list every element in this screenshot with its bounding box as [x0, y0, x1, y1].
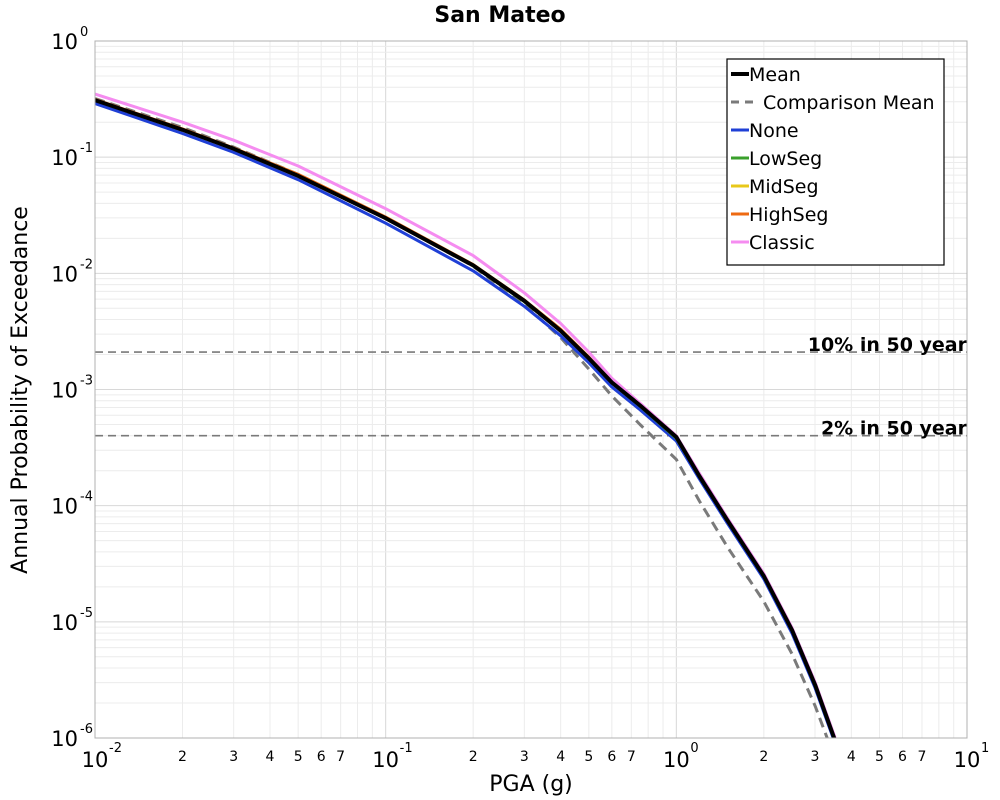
x-tick-exponent: -1 — [400, 741, 413, 756]
y-tick-exponent: -2 — [80, 257, 93, 272]
legend-label-mean: Mean — [749, 64, 801, 86]
x-minor-tick-label: 7 — [336, 749, 345, 765]
x-minor-tick-label: 4 — [556, 749, 565, 765]
x-minor-tick-label: 3 — [520, 749, 529, 765]
legend-label-comparison-mean: Comparison Mean — [763, 92, 935, 114]
y-tick-label: 10 — [51, 495, 78, 519]
x-minor-tick-label: 7 — [627, 749, 636, 765]
y-tick-label: 10 — [51, 262, 78, 286]
reference-lines-layer: 10% in 50 year 2% in 50 year — [95, 334, 968, 440]
y-tick-label: 10 — [51, 146, 78, 170]
tick-labels-layer: 10 -2 10 -1 10 0 10 12 3 4 5 6 7 2 3 4 5 6 7 2 3 4 5 6 710 010 -11… — [51, 25, 989, 772]
y-tick-label: 10 — [51, 727, 78, 751]
x-minor-tick-label: 3 — [229, 749, 238, 765]
y-tick-exponent: 0 — [80, 25, 88, 40]
x-tick-label: 10 — [372, 748, 399, 772]
x-tick-exponent: 0 — [690, 741, 698, 756]
x-minor-tick-label: 7 — [918, 749, 927, 765]
series-line-mean — [95, 98, 837, 738]
x-tick-label: 10 — [82, 748, 109, 772]
y-tick-exponent: -5 — [80, 606, 93, 621]
reference-line-label: 10% in 50 year — [808, 334, 968, 356]
x-minor-tick-label: 2 — [469, 749, 478, 765]
grid-layer — [95, 41, 967, 738]
x-minor-tick-label: 5 — [875, 749, 884, 765]
x-tick-exponent: -2 — [109, 741, 122, 756]
x-tick-exponent: 1 — [981, 741, 989, 756]
legend-label-highseg: HighSeg — [749, 204, 828, 226]
x-minor-tick-label: 2 — [178, 749, 187, 765]
y-tick-exponent: -1 — [80, 141, 93, 156]
x-minor-tick-label: 4 — [847, 749, 856, 765]
reference-line-label: 2% in 50 year — [821, 418, 968, 440]
x-minor-tick-label: 2 — [759, 749, 768, 765]
x-tick-label: 10 — [954, 748, 981, 772]
y-tick-label: 10 — [51, 379, 78, 403]
y-tick-exponent: -4 — [80, 490, 93, 505]
x-minor-tick-label: 4 — [266, 749, 275, 765]
legend-label-lowseg: LowSeg — [749, 148, 822, 170]
legend-label-midseg: MidSeg — [749, 176, 819, 198]
y-tick-label: 10 — [51, 611, 78, 635]
x-tick-label: 10 — [663, 748, 690, 772]
x-minor-tick-label: 6 — [898, 749, 907, 765]
legend-box — [726, 58, 945, 266]
x-minor-tick-label: 6 — [607, 749, 616, 765]
chart-title: San Mateo — [434, 3, 565, 28]
plot-frame — [94, 40, 968, 739]
x-axis-label: PGA (g) — [489, 772, 573, 797]
x-minor-tick-label: 3 — [811, 749, 820, 765]
y-tick-exponent: -3 — [80, 374, 93, 389]
series-layer — [95, 92, 837, 738]
legend-label-classic: Classic — [749, 232, 815, 254]
x-minor-tick-label: 6 — [317, 749, 326, 765]
y-tick-label: 10 — [51, 30, 78, 54]
x-minor-tick-label: 5 — [294, 749, 303, 765]
y-tick-exponent: -6 — [80, 722, 93, 737]
x-minor-tick-label: 5 — [584, 749, 593, 765]
legend: Mean Comparison Mean None LowSeg MidSeg HighS… — [726, 58, 945, 266]
legend-label-none: None — [749, 120, 799, 142]
y-axis-label: Annual Probability of Exceedance — [8, 206, 33, 574]
